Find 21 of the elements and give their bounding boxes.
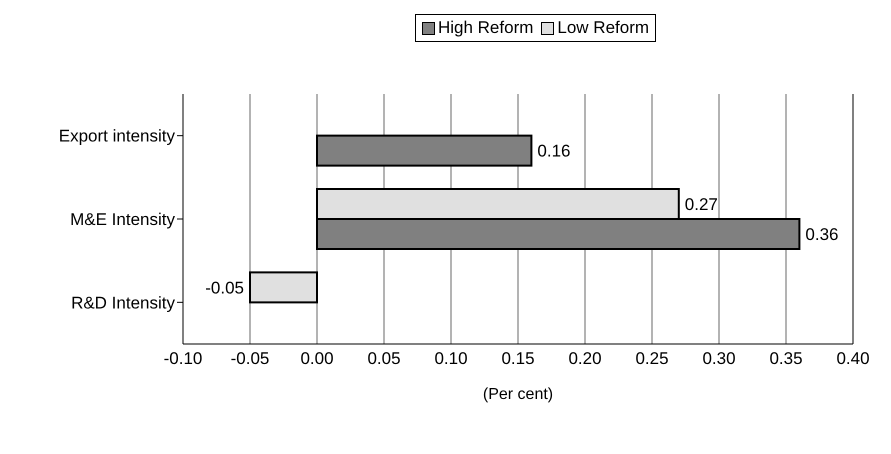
x-tick-label: 0.35 bbox=[769, 349, 803, 368]
data-label: 0.36 bbox=[805, 224, 838, 244]
x-tick-label: 0.25 bbox=[635, 349, 669, 368]
x-tick-label: 0.30 bbox=[702, 349, 736, 368]
y-tick-label: Export intensity bbox=[58, 126, 176, 146]
y-tick-label: R&D Intensity bbox=[71, 293, 176, 312]
x-axis-title: (Per cent) bbox=[482, 386, 554, 403]
x-tick-label: 0.40 bbox=[836, 349, 870, 368]
data-label: 0.27 bbox=[684, 194, 718, 214]
x-tick-label: 0.00 bbox=[300, 349, 334, 368]
legend-label: High Reform bbox=[438, 18, 534, 38]
x-tick-label: 0.10 bbox=[434, 349, 468, 368]
x-tick-label: -0.10 bbox=[164, 349, 202, 368]
x-tick-label: -0.05 bbox=[230, 349, 270, 368]
x-tick-label: 0.20 bbox=[568, 349, 602, 368]
data-label: 0.16 bbox=[537, 142, 570, 161]
x-tick-label: 0.15 bbox=[501, 349, 535, 368]
legend-label: Low Reform bbox=[557, 18, 650, 38]
x-tick-label: 0.05 bbox=[367, 349, 401, 368]
y-tick-label: M&E Intensity bbox=[70, 210, 176, 230]
data-label: -0.05 bbox=[205, 278, 244, 298]
